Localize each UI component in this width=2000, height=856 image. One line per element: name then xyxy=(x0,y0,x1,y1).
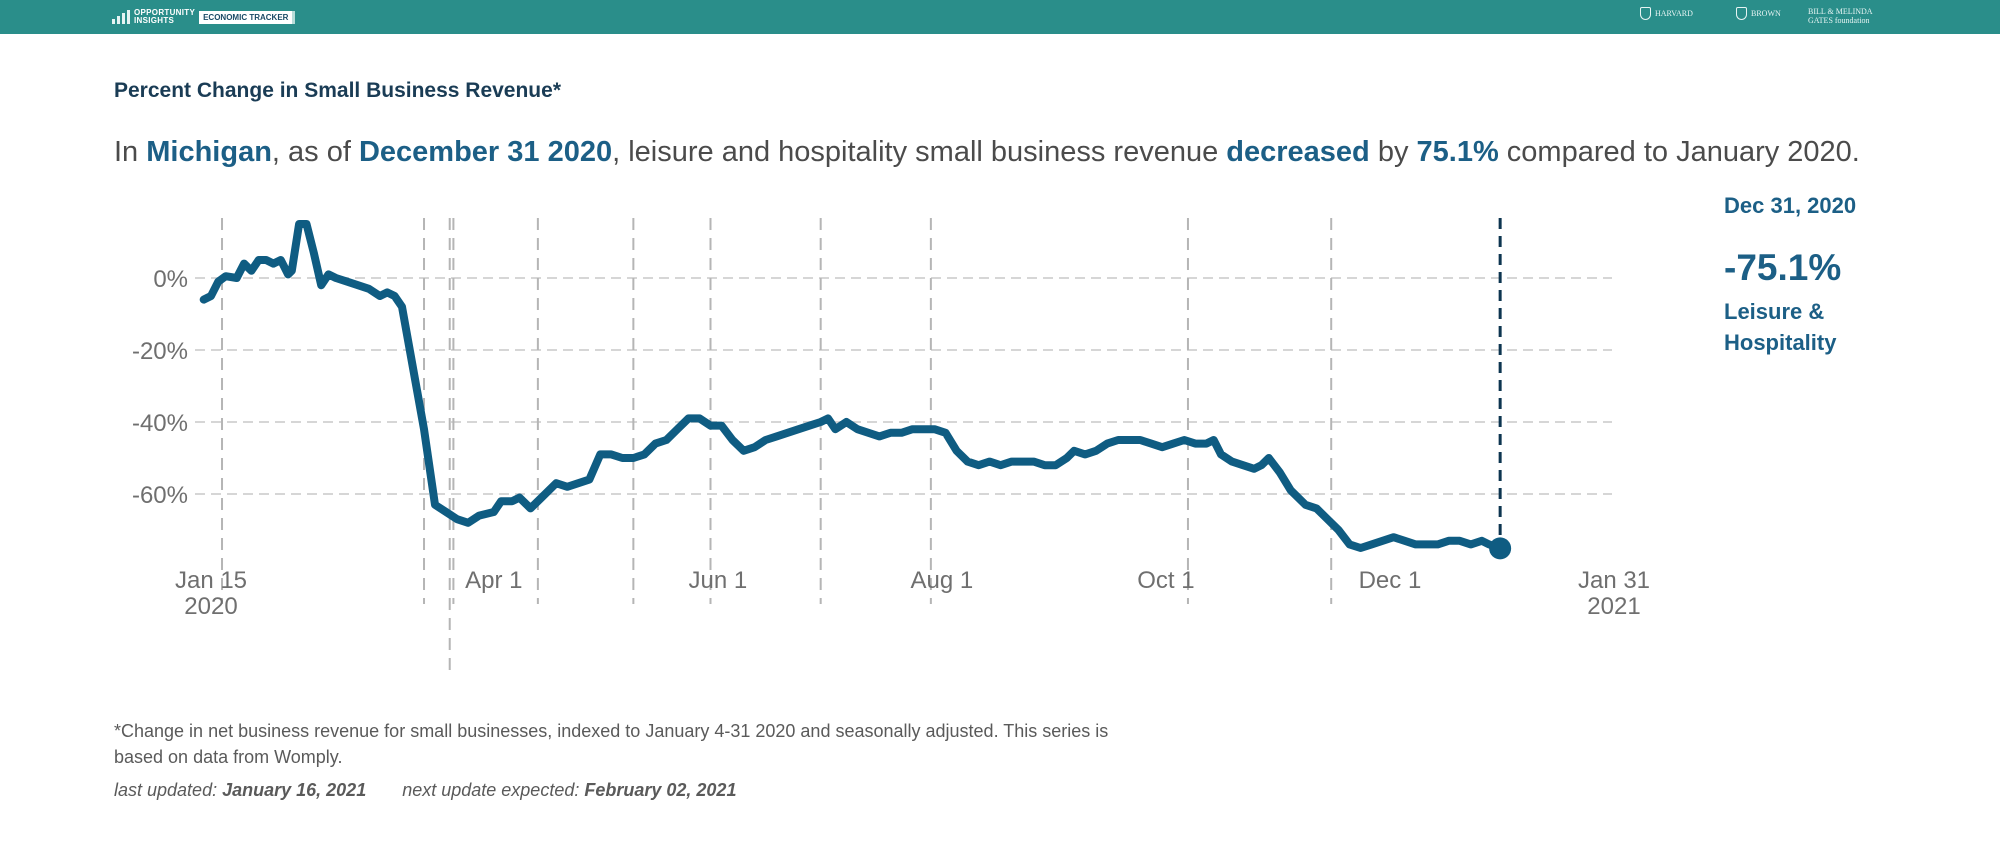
brown-logo[interactable]: BROWN xyxy=(1736,7,1781,20)
brand-line-2: INSIGHTS xyxy=(134,16,175,25)
headline-date: December 31 2020 xyxy=(358,136,613,168)
update-info: last updated: January 16, 2021 next updat… xyxy=(114,780,736,801)
chart-title: Percent Change in Small Business Revenue… xyxy=(114,79,561,102)
x-tick-label: Aug 1 xyxy=(911,567,974,594)
headline-suffix: compared to January 2020. xyxy=(1498,136,1860,168)
highlight-date: Dec 31, 2020 xyxy=(1724,193,1857,218)
y-tick-label: -20% xyxy=(132,338,188,365)
headline: In Michigan, as of December 31 2020, lei… xyxy=(114,136,1860,169)
gates-label: BILL & MELINDA GATES foundation xyxy=(1808,7,1873,25)
series-line xyxy=(199,220,1505,553)
y-tick-label: -60% xyxy=(132,482,188,509)
headline-prefix: In xyxy=(114,136,147,168)
brown-shield-icon xyxy=(1736,7,1747,20)
x-axis: Jan 15 2020 Apr 1 Jun 1 Aug 1 Oct 1 Dec 1 Jan 3… xyxy=(175,567,1650,620)
brown-label: BROWN xyxy=(1751,9,1781,18)
highlight xyxy=(1489,218,1512,560)
harvard-logo[interactable]: HARVARD xyxy=(1640,7,1693,20)
y-axis: 0% -20% -40% -60% xyxy=(132,266,188,509)
highlight-sector: Leisure & Hospitality xyxy=(1724,299,1837,355)
headline-mid1: , as of xyxy=(271,136,359,168)
last-updated-value: January 16, 2021 xyxy=(222,780,367,800)
x-tick-label: Dec 1 xyxy=(1359,567,1422,594)
last-updated-label: last updated: xyxy=(114,780,218,800)
x-tick-label: Apr 1 xyxy=(465,567,522,594)
harvard-shield-icon xyxy=(1640,7,1651,20)
x-tick-label: Jan 15 2020 xyxy=(175,567,247,620)
headline-place: Michigan xyxy=(146,136,272,168)
gridlines xyxy=(195,277,1612,495)
y-tick-label: 0% xyxy=(153,266,188,293)
next-update-label: next update expected: xyxy=(402,780,580,800)
x-tick-label: Oct 1 xyxy=(1137,567,1194,594)
series xyxy=(199,220,1505,553)
event-lines xyxy=(221,218,1333,672)
footnote: *Change in net business revenue for smal… xyxy=(114,721,1109,767)
next-update-value: February 02, 2021 xyxy=(584,780,737,800)
headline-mid3: by xyxy=(1369,136,1417,168)
brand-line-1: OPPORTUNITY xyxy=(134,8,196,17)
bar-chart-icon xyxy=(112,10,130,24)
x-tick-label: Jun 1 xyxy=(688,567,747,594)
gates-foundation-logo[interactable]: BILL & MELINDA GATES foundation xyxy=(1808,7,1888,25)
highlight-value: -75.1% xyxy=(1724,247,1842,288)
x-tick-label: Jan 31 2021 xyxy=(1578,567,1650,620)
brand-name: OPPORTUNITY INSIGHTS xyxy=(134,9,195,25)
y-tick-label: -40% xyxy=(132,410,188,437)
highlight-point xyxy=(1489,537,1512,560)
header-bar: OPPORTUNITY INSIGHTS ECONOMIC TRACKER HA… xyxy=(0,0,2000,34)
headline-mid2: , leisure and hospitality small business… xyxy=(612,136,1227,168)
headline-direction: decreased xyxy=(1226,136,1370,168)
harvard-label: HARVARD xyxy=(1655,9,1693,18)
headline-value: 75.1% xyxy=(1416,136,1499,168)
opportunity-insights-logo[interactable]: OPPORTUNITY INSIGHTS ECONOMIC TRACKER xyxy=(112,7,296,27)
economic-tracker-badge: ECONOMIC TRACKER xyxy=(199,10,296,24)
